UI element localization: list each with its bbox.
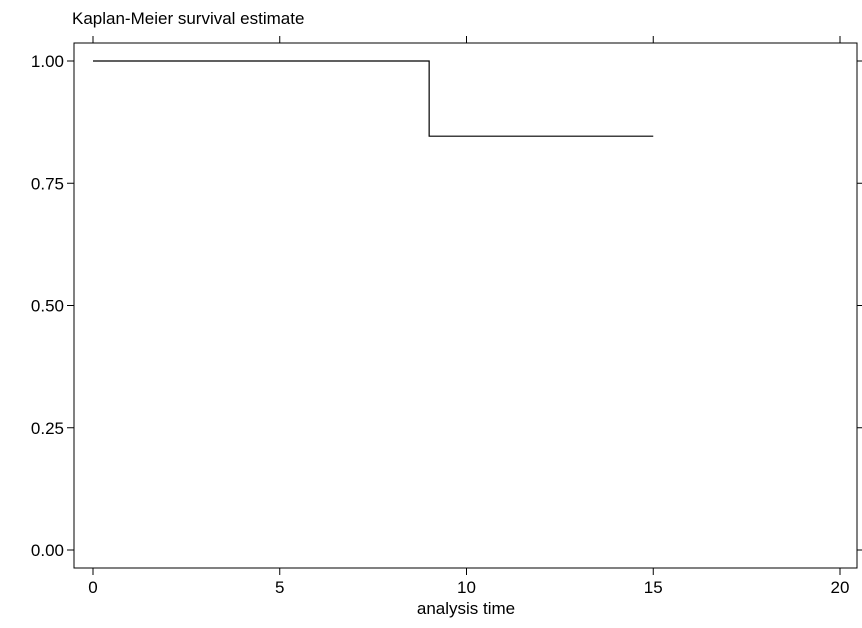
y-tick-label: 0.50 — [31, 297, 64, 316]
x-tick-label: 10 — [457, 578, 476, 597]
plot-frame — [73, 42, 858, 569]
x-tick-label: 5 — [275, 578, 284, 597]
x-axis-label: analysis time — [417, 599, 515, 618]
y-tick-label: 0.00 — [31, 541, 64, 560]
x-tick-label: 0 — [88, 578, 97, 597]
y-tick-label: 1.00 — [31, 52, 64, 71]
y-tick-label: 0.25 — [31, 419, 64, 438]
survival-step-line — [93, 60, 654, 137]
series-layer — [93, 60, 654, 137]
x-tick-label: 20 — [831, 578, 850, 597]
x-axis-ticks: 0 5 10 15 20 — [88, 36, 849, 597]
x-tick-label: 15 — [644, 578, 663, 597]
chart-title: Kaplan-Meier survival estimate — [72, 9, 304, 28]
y-axis-ticks: 0.00 0.25 0.50 0.75 1.00 — [31, 52, 862, 560]
y-tick-label: 0.75 — [31, 174, 64, 193]
